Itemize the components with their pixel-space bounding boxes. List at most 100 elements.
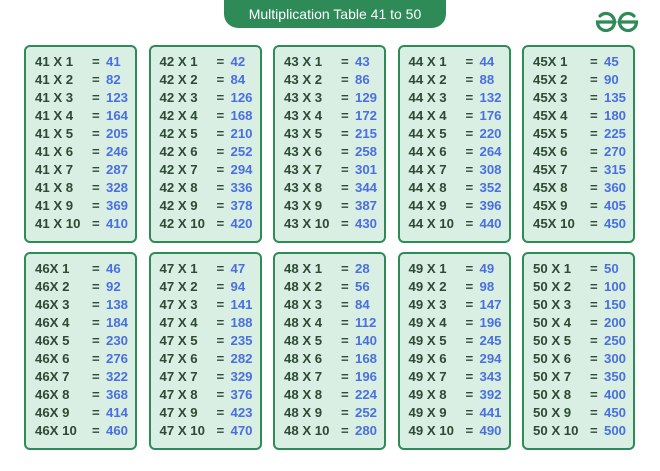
product-value: 147 (479, 296, 502, 312)
product-value: 200 (604, 314, 627, 330)
multiplication-expression: 41 X 10 (35, 216, 81, 232)
multiplication-expression: 48 X 1 (284, 260, 323, 276)
multiplication-expression: 50 X 4 (533, 314, 572, 330)
table-row: 49 X 1 = 49 (409, 259, 509, 277)
product-value: 49 (479, 260, 495, 276)
table-row: 42 X 5 = 210 (160, 124, 260, 142)
multiplication-expression: 44 X 1 (408, 53, 447, 69)
multiplication-expression: 45X 6 (533, 144, 568, 160)
product-value: 94 (230, 278, 246, 294)
equals-sign: = (341, 296, 349, 312)
table-row: 49 X 10 = 490 (409, 422, 509, 440)
equals-sign: = (465, 71, 474, 87)
equals-sign: = (92, 71, 100, 87)
equals-sign: = (590, 125, 598, 141)
equals-sign: = (465, 198, 474, 214)
table-row: 43 X 5 = 215 (284, 124, 384, 142)
table-row: 50 X 8 = 400 (533, 386, 633, 404)
table-row: 42 X 7 = 294 (160, 161, 260, 179)
equals-sign: = (92, 296, 100, 312)
equals-sign: = (341, 260, 349, 276)
table-row: 50 X 7 = 350 (533, 368, 633, 386)
table-row: 47 X 9 = 423 (160, 404, 260, 422)
product-value: 45 (604, 53, 619, 69)
multiplication-expression: 49 X 6 (408, 351, 447, 367)
multiplication-expression: 43 X 1 (284, 53, 323, 69)
equals-sign: = (216, 332, 225, 348)
product-value: 440 (479, 216, 502, 232)
table-row: 49 X 9 = 441 (409, 404, 509, 422)
multiplication-expression: 45X 2 (533, 71, 568, 87)
table-row: 41 X 5 = 205 (35, 124, 135, 142)
equals-sign: = (341, 89, 349, 105)
product-value: 315 (604, 162, 627, 178)
product-value: 184 (106, 314, 129, 330)
equals-sign: = (216, 144, 225, 160)
product-value: 264 (479, 144, 502, 160)
multiplication-expression: 43 X 6 (284, 144, 323, 160)
table-row: 44 X 3 = 132 (409, 88, 509, 106)
table-row: 47 X 1 = 47 (160, 259, 260, 277)
table-row: 43 X 9 = 387 (284, 197, 384, 215)
table-row: 47 X 6 = 282 (160, 349, 260, 367)
product-value: 135 (604, 89, 627, 105)
multiplication-expression: 45X 4 (533, 107, 568, 123)
table-row: 46X 1 = 46 (35, 259, 135, 277)
product-value: 270 (604, 144, 627, 160)
equals-sign: = (341, 405, 349, 421)
multiplication-expression: 48 X 8 (284, 387, 323, 403)
multiplication-expression: 44 X 5 (408, 125, 447, 141)
multiplication-expression: 47 X 3 (159, 296, 198, 312)
table-row: 48 X 6 = 168 (284, 349, 384, 367)
product-value: 276 (106, 351, 129, 367)
multiplication-expression: 50 X 6 (533, 351, 572, 367)
table-row: 45X 9 = 405 (533, 197, 633, 215)
equals-sign: = (590, 89, 598, 105)
multiplication-expression: 44 X 3 (408, 89, 447, 105)
multiplication-expression: 45X 5 (533, 125, 568, 141)
table-card: 47 X 1 = 47 47 X 2 = 94 47 X 3 = 141 47 X 4 = 188 47… (148, 252, 262, 450)
product-value: 28 (355, 260, 370, 276)
table-row: 45X 7 = 315 (533, 161, 633, 179)
table-row: 48 X 7 = 196 (284, 368, 384, 386)
multiplication-expression: 49 X 9 (408, 405, 447, 421)
product-value: 470 (230, 423, 253, 439)
table-row: 41 X 1 = 41 (35, 52, 135, 70)
table-row: 50 X 1 = 50 (533, 259, 633, 277)
table-row: 48 X 4 = 112 (284, 313, 384, 331)
table-row: 42 X 4 = 168 (160, 106, 260, 124)
table-row: 45X 6 = 270 (533, 142, 633, 160)
equals-sign: = (216, 53, 225, 69)
multiplication-expression: 46X 6 (35, 351, 70, 367)
table-row: 49 X 8 = 392 (409, 386, 509, 404)
table-row: 46X 3 = 138 (35, 295, 135, 313)
equals-sign: = (465, 351, 474, 367)
equals-sign: = (465, 278, 474, 294)
product-value: 92 (106, 278, 121, 294)
multiplication-expression: 50 X 9 (533, 405, 572, 421)
equals-sign: = (465, 296, 474, 312)
product-value: 90 (604, 71, 619, 87)
product-value: 141 (230, 296, 253, 312)
equals-sign: = (590, 216, 598, 232)
multiplication-expression: 48 X 4 (284, 314, 323, 330)
multiplication-expression: 47 X 8 (159, 387, 198, 403)
equals-sign: = (216, 89, 225, 105)
equals-sign: = (92, 198, 100, 214)
product-value: 84 (230, 71, 246, 87)
product-value: 420 (230, 216, 253, 232)
equals-sign: = (465, 144, 474, 160)
table-row: 42 X 1 = 42 (160, 52, 260, 70)
multiplication-expression: 43 X 7 (284, 162, 323, 178)
product-value: 300 (604, 351, 627, 367)
page-title: Multiplication Table 41 to 50 (224, 0, 446, 28)
equals-sign: = (341, 314, 349, 330)
product-value: 246 (106, 144, 129, 160)
equals-sign: = (465, 260, 474, 276)
equals-sign: = (216, 296, 225, 312)
table-row: 47 X 10 = 470 (160, 422, 260, 440)
table-row: 42 X 9 = 378 (160, 197, 260, 215)
multiplication-expression: 42 X 1 (159, 53, 198, 69)
equals-sign: = (590, 278, 598, 294)
table-row: 50 X 9 = 450 (533, 404, 633, 422)
